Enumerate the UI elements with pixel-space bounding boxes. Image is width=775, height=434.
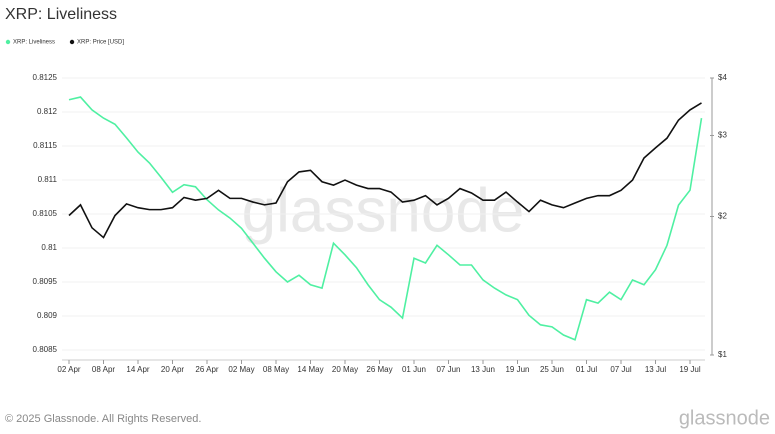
y-tick-label: 0.8125 xyxy=(33,73,58,82)
x-tick-label: 13 Jun xyxy=(471,365,495,374)
y-tick-label: 0.812 xyxy=(37,107,58,116)
x-tick-label: 20 May xyxy=(332,365,358,374)
x-tick-label: 26 May xyxy=(366,365,392,374)
x-tick-label: 02 Apr xyxy=(57,365,80,374)
legend-label: XRP: Price [USD] xyxy=(77,40,124,46)
legend-marker xyxy=(69,39,75,45)
x-tick-label: 02 May xyxy=(228,365,254,374)
x-tick-label: 13 Jul xyxy=(645,365,667,374)
y-tick-label: 0.8115 xyxy=(33,141,57,150)
y2-tick-label: $4 xyxy=(718,73,727,82)
x-tick-label: 19 Jun xyxy=(505,365,529,374)
chart-title: XRP: Liveliness xyxy=(5,6,117,23)
y2-tick-label: $1 xyxy=(718,350,727,359)
x-tick-label: 08 May xyxy=(263,365,289,374)
y-tick-label: 0.809 xyxy=(37,311,58,320)
x-tick-label: 14 Apr xyxy=(126,365,149,374)
x-tick-label: 08 Apr xyxy=(92,365,115,374)
legend-marker xyxy=(5,39,11,45)
footer: © 2025 Glassnode. All Rights Reserved. xyxy=(5,413,201,425)
x-tick-label: 07 Jun xyxy=(436,365,460,374)
legend-label: XRP: Liveliness xyxy=(13,40,55,46)
y-tick-label: 0.81 xyxy=(41,243,57,252)
x-tick-label: 19 Jul xyxy=(679,365,701,374)
x-tick-label: 01 Jun xyxy=(402,365,426,374)
line-series xyxy=(68,102,702,239)
x-tick-label: 07 Jul xyxy=(610,365,632,374)
y-tick-label: 0.8085 xyxy=(33,345,58,354)
y-tick-label: 0.811 xyxy=(38,175,58,184)
x-tick-label: 25 Jun xyxy=(540,365,564,374)
x-tick-label: 01 Jul xyxy=(576,365,598,374)
y-tick-label: 0.8105 xyxy=(33,209,58,218)
x-tick-label: 26 Apr xyxy=(195,365,218,374)
y-tick-label: 0.8095 xyxy=(33,277,58,286)
logo: glassnode xyxy=(679,407,770,429)
watermark: glassnode xyxy=(242,176,525,245)
y2-tick-label: $2 xyxy=(718,212,727,221)
y2-tick-label: $3 xyxy=(718,131,727,140)
line-series xyxy=(68,96,703,341)
x-tick-label: 20 Apr xyxy=(161,365,184,374)
x-tick-label: 14 May xyxy=(297,365,323,374)
